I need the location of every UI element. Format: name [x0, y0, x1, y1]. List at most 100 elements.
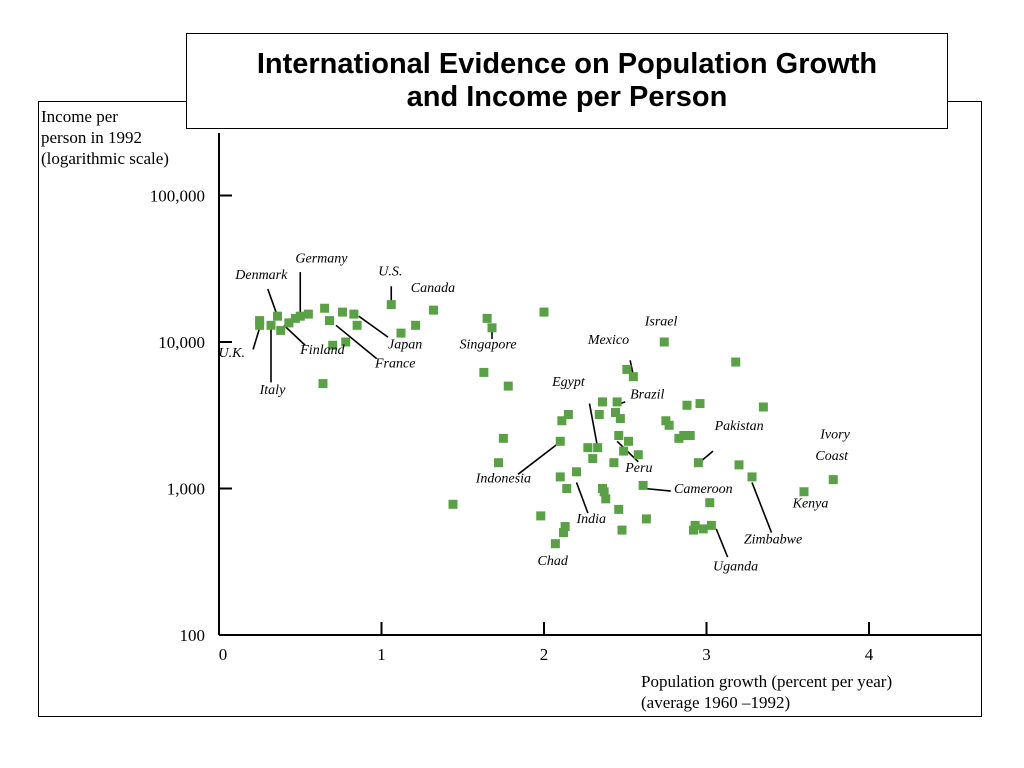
leader-line: [283, 324, 306, 346]
data-point: [638, 480, 648, 490]
data-point: [494, 458, 503, 468]
data-point: [758, 402, 768, 412]
x-tick-label: 3: [702, 645, 711, 664]
data-point: [341, 337, 351, 347]
y-tick-label: 100: [180, 626, 206, 645]
data-point: [690, 520, 700, 530]
data-point: [674, 433, 684, 443]
data-point: [539, 307, 549, 317]
leader-line: [701, 450, 714, 462]
y-tick-label: 1,000: [167, 480, 205, 499]
y-tick-label: 100,000: [150, 187, 205, 206]
leader-line: [588, 403, 599, 448]
data-point: [560, 522, 570, 532]
data-point: [303, 309, 313, 319]
data-point: [550, 539, 560, 549]
data-point: [689, 525, 698, 535]
data-point: [536, 511, 546, 521]
country-label: Germany: [295, 251, 348, 266]
data-point: [562, 484, 572, 493]
x-axis-label-line-1: Population growth (percent per year): [641, 672, 893, 691]
country-label: Ivory: [819, 427, 850, 442]
data-point: [320, 303, 330, 313]
data-point: [266, 320, 276, 330]
data-point: [290, 313, 300, 323]
country-label: Brazil: [630, 388, 664, 403]
data-point: [682, 400, 692, 410]
y-tick-label: 10,000: [158, 333, 205, 352]
data-point: [276, 325, 286, 335]
data-point: [599, 487, 609, 497]
x-tick-label: 1: [377, 645, 386, 664]
data-point: [593, 443, 603, 453]
leader-line: [335, 324, 378, 360]
x-tick-label: 2: [540, 645, 549, 664]
data-point: [255, 320, 265, 330]
data-point: [693, 458, 703, 468]
country-label: France: [374, 356, 415, 371]
country-label: Coast: [815, 449, 849, 464]
y-axis-label-line-2: person in 1992: [41, 128, 143, 147]
data-point: [661, 416, 671, 426]
data-point: [349, 309, 359, 319]
data-point: [583, 443, 593, 453]
data-point: [615, 414, 625, 424]
country-label: U.S.: [378, 264, 402, 279]
data-point: [479, 367, 489, 377]
data-point: [659, 337, 669, 347]
data-point: [706, 520, 716, 530]
data-point: [747, 472, 757, 482]
data-point: [284, 318, 294, 328]
y-axis-label: Income per person in 1992 (logarithmic s…: [41, 106, 169, 169]
leader-line: [715, 528, 729, 558]
data-point: [624, 436, 633, 446]
data-point: [498, 433, 508, 443]
country-label: Israel: [644, 314, 678, 329]
chart-title: International Evidence on Population Gro…: [186, 33, 948, 129]
data-point: [619, 446, 629, 456]
data-point: [695, 399, 705, 409]
country-label: Finland: [299, 343, 345, 358]
data-point: [338, 307, 347, 317]
x-tick-label: 4: [865, 645, 874, 664]
data-point: [617, 525, 627, 535]
x-axis-label-line-2: (average 1960 –1992): [641, 693, 791, 712]
data-point: [641, 514, 651, 524]
data-point: [685, 431, 695, 441]
x-tick-label: 0: [219, 645, 228, 664]
country-label: Canada: [411, 281, 455, 296]
leader-line: [575, 482, 589, 514]
data-point: [734, 460, 744, 470]
data-point: [318, 379, 328, 389]
data-point: [612, 397, 622, 407]
data-point: [614, 431, 624, 441]
data-point: [572, 467, 581, 477]
leader-line: [517, 443, 558, 475]
data-point: [614, 504, 624, 514]
leader-line: [751, 482, 773, 533]
data-point: [731, 357, 741, 367]
data-point: [487, 323, 497, 333]
data-point: [622, 364, 632, 374]
country-label: U.K.: [219, 346, 245, 361]
data-point: [633, 450, 643, 460]
data-point: [295, 311, 305, 321]
data-point: [679, 431, 689, 441]
data-point: [448, 499, 458, 509]
data-point: [352, 320, 362, 330]
country-label: Denmark: [234, 268, 288, 283]
country-label: Japan: [388, 338, 422, 353]
leader-line: [266, 288, 279, 317]
chart-title-line-2: and Income per Person: [406, 81, 728, 113]
data-point: [396, 328, 406, 338]
leader-line: [358, 315, 389, 338]
data-point: [588, 454, 598, 464]
data-point: [557, 416, 567, 426]
country-label: Zimbabwe: [744, 533, 802, 548]
data-point: [698, 524, 708, 534]
data-point: [705, 498, 715, 508]
data-point: [598, 397, 607, 407]
data-point: [828, 475, 838, 485]
country-label: Singapore: [460, 338, 517, 353]
